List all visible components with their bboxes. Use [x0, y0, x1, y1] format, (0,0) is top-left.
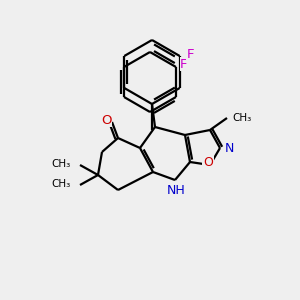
- Text: CH₃: CH₃: [52, 179, 71, 189]
- Text: F: F: [187, 47, 194, 61]
- Text: NH: NH: [167, 184, 185, 196]
- Text: N: N: [225, 142, 234, 154]
- Text: O: O: [101, 113, 111, 127]
- Text: CH₃: CH₃: [52, 159, 71, 169]
- Text: O: O: [203, 157, 213, 169]
- Text: F: F: [180, 58, 188, 70]
- Text: CH₃: CH₃: [232, 113, 251, 123]
